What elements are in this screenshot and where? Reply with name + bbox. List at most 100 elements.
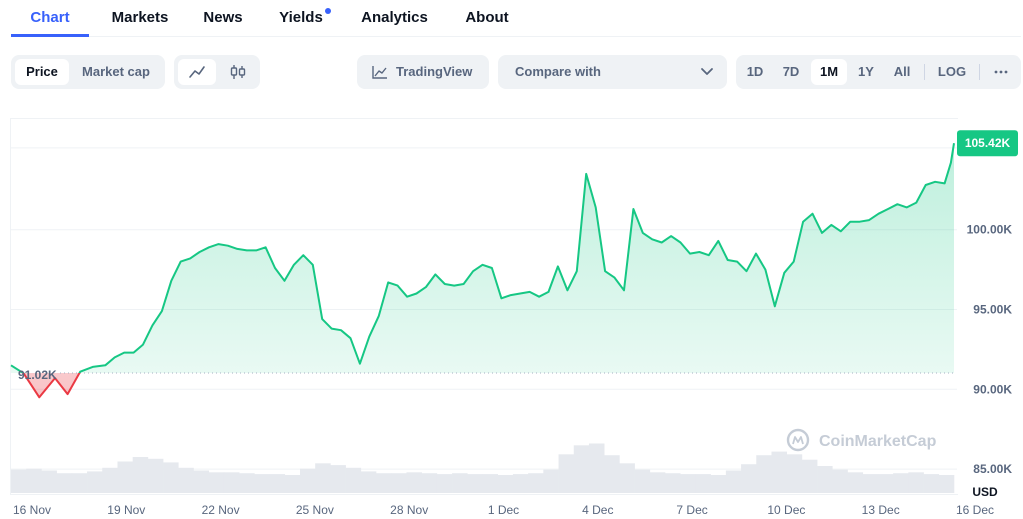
volume-bar: [391, 473, 407, 493]
more-options-button[interactable]: [986, 59, 1016, 85]
volume-bar: [497, 475, 514, 493]
tab-chart[interactable]: Chart: [11, 0, 89, 37]
chevron-down-icon: [701, 68, 713, 75]
compare-with-select[interactable]: Compare with: [498, 55, 727, 89]
y-tick-label: 100.00K: [967, 223, 1013, 237]
line-chart-icon: [189, 66, 205, 78]
more-divider: [979, 64, 980, 80]
y-tick-label: 85.00K: [973, 462, 1012, 476]
volume-bar: [406, 472, 422, 493]
price-line-up: [10, 143, 955, 373]
candlestick-chart-button[interactable]: [220, 59, 256, 85]
new-indicator-dot: [325, 8, 331, 14]
tradingview-label: TradingView: [396, 64, 473, 79]
candlestick-icon: [230, 65, 246, 79]
volume-bar: [893, 473, 909, 493]
log-scale-button[interactable]: LOG: [937, 64, 967, 79]
volume-bar: [482, 474, 499, 493]
last-price-badge: 105.42K: [957, 130, 1018, 157]
volume-bar: [360, 471, 377, 493]
tab-markets[interactable]: Markets: [111, 9, 169, 26]
x-axis: 16 Nov 19 Nov 22 Nov 25 Nov 28 Nov 1 Dec 4 Dec…: [13, 503, 994, 517]
volume-bar: [573, 445, 590, 493]
volume-bar: [786, 454, 803, 493]
reference-price-label: 91.02K: [18, 368, 57, 382]
range-1d-button[interactable]: 1D: [746, 64, 764, 79]
volume-bar: [512, 474, 529, 493]
volume-bar: [178, 467, 194, 493]
range-1m-button[interactable]: 1M: [811, 59, 847, 85]
volume-bar: [345, 467, 362, 493]
tab-analytics[interactable]: Analytics: [361, 9, 428, 26]
price-toggle-button[interactable]: Price: [15, 59, 69, 85]
volume-bar: [543, 469, 559, 493]
currency-label: USD: [972, 485, 998, 499]
volume-bar: [847, 472, 864, 493]
volume-bar: [938, 475, 955, 493]
range-all-button[interactable]: All: [893, 64, 911, 79]
volume-bar: [695, 474, 711, 493]
volume-bar: [680, 474, 696, 493]
tab-about[interactable]: About: [465, 9, 509, 26]
chart-frame: [10, 118, 958, 495]
volume-bar: [11, 469, 27, 493]
x-tick-label: 28 Nov: [390, 503, 428, 517]
time-range-selector: 1D 7D 1M 1Y All LOG: [736, 55, 1021, 89]
volume-bar: [254, 474, 270, 493]
volume-bar: [132, 457, 149, 493]
volume-bar: [741, 464, 757, 493]
volume-bar: [665, 473, 681, 493]
more-horizontal-icon: [994, 70, 1008, 74]
volume-bar: [87, 471, 103, 493]
x-tick-label: 1 Dec: [488, 503, 519, 517]
volume-bar: [299, 468, 316, 493]
tradingview-button[interactable]: TradingView: [357, 55, 489, 89]
volume-bar: [467, 474, 483, 493]
x-tick-label: 25 Nov: [296, 503, 334, 517]
volume-bar: [208, 472, 225, 493]
volume-bar: [117, 461, 133, 493]
volume-bar: [315, 463, 331, 493]
coinmarketcap-watermark: CoinMarketCap: [786, 428, 937, 452]
volume-bar: [330, 465, 346, 493]
volume-bar: [41, 470, 57, 493]
line-chart-button[interactable]: [178, 59, 216, 85]
volume-bar: [710, 475, 727, 493]
tab-yields[interactable]: Yields: [279, 9, 323, 26]
volume-bar: [588, 443, 605, 493]
volume-bar: [163, 462, 179, 493]
market-cap-toggle-button[interactable]: Market cap: [82, 64, 150, 79]
range-7d-button[interactable]: 7D: [782, 64, 800, 79]
volume-bar: [604, 455, 620, 493]
volume-bar: [26, 468, 42, 493]
volume-bar: [436, 474, 453, 493]
volume-bar: [619, 463, 635, 493]
volume-bar: [56, 473, 73, 493]
volume-bar: [269, 474, 286, 493]
watermark-text: CoinMarketCap: [819, 433, 937, 450]
volume-bar: [862, 474, 879, 493]
volume-bar: [376, 473, 392, 493]
volume-bar: [558, 454, 575, 493]
volume-bar: [284, 475, 301, 493]
coinmarketcap-logo-icon: [786, 428, 810, 452]
tradingview-chart-icon: [372, 66, 387, 79]
volume-bar: [102, 467, 118, 493]
volume-bars: [11, 443, 955, 493]
volume-bar: [801, 459, 818, 493]
volume-bar: [71, 473, 88, 493]
volume-bar: [147, 458, 164, 493]
chart-type-toggle: [174, 55, 260, 89]
volume-bar: [528, 473, 544, 493]
volume-bar: [908, 472, 924, 493]
compare-with-label: Compare with: [515, 64, 601, 79]
tab-bar: Chart Markets News Yields Analytics Abou…: [11, 0, 1021, 37]
range-1y-button[interactable]: 1Y: [858, 64, 874, 79]
metric-toggle: Price Market cap: [11, 55, 165, 89]
x-tick-label: 19 Nov: [107, 503, 145, 517]
volume-bar: [832, 469, 848, 493]
x-tick-label: 16 Nov: [13, 503, 51, 517]
volume-bar: [239, 473, 255, 493]
last-price-label: 105.42K: [965, 136, 1011, 150]
tab-news[interactable]: News: [203, 9, 243, 26]
